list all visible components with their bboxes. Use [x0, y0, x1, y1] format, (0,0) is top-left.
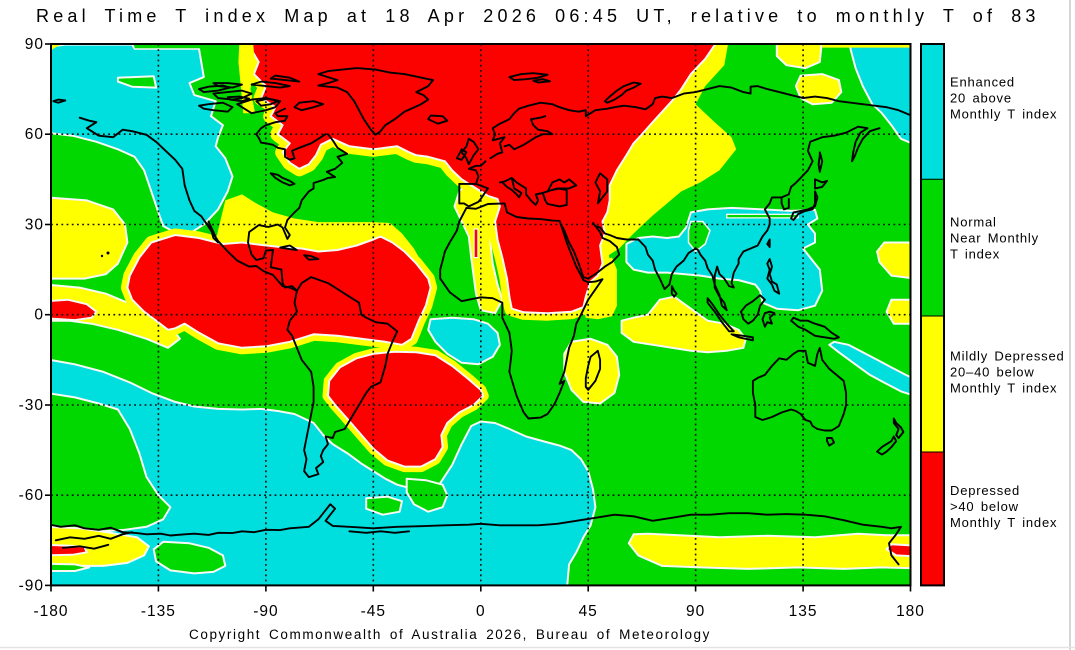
svg-text:30: 30: [25, 217, 44, 234]
svg-text:-135: -135: [141, 603, 176, 620]
svg-text:20 above: 20 above: [950, 91, 1012, 106]
svg-text:135: 135: [789, 603, 818, 620]
svg-text:Normal: Normal: [950, 215, 997, 230]
svg-text:Monthly T index: Monthly T index: [950, 107, 1057, 122]
svg-text:0: 0: [476, 603, 486, 620]
svg-text:Real Time T index Map at 18 Ap: Real Time T index Map at 18 Apr 2026 06:…: [36, 6, 1040, 26]
svg-text:20–40 below: 20–40 below: [950, 365, 1035, 380]
svg-text:Depressed: Depressed: [950, 483, 1020, 498]
svg-text:Monthly T index: Monthly T index: [950, 381, 1057, 396]
svg-text:180: 180: [896, 603, 925, 620]
svg-text:-180: -180: [33, 603, 68, 620]
svg-text:-30: -30: [19, 397, 44, 414]
svg-text:Near Monthly: Near Monthly: [950, 231, 1039, 246]
svg-text:60: 60: [25, 126, 44, 143]
svg-text:90: 90: [25, 36, 44, 53]
svg-text:Monthly T index: Monthly T index: [950, 515, 1057, 530]
svg-text:Enhanced: Enhanced: [950, 75, 1015, 90]
svg-text:-60: -60: [19, 487, 44, 504]
svg-text:Copyright Commonwealth of Aust: Copyright Commonwealth of Australia 2026…: [189, 627, 711, 642]
svg-text:45: 45: [579, 603, 598, 620]
svg-text:90: 90: [686, 603, 705, 620]
svg-text:-45: -45: [361, 603, 386, 620]
svg-text:T index: T index: [950, 247, 1000, 262]
svg-text:>40 below: >40 below: [950, 499, 1019, 514]
svg-text:-90: -90: [253, 603, 278, 620]
svg-text:0: 0: [34, 307, 44, 324]
svg-text:Mildly Depressed: Mildly Depressed: [950, 349, 1065, 364]
svg-text:-90: -90: [19, 577, 44, 594]
